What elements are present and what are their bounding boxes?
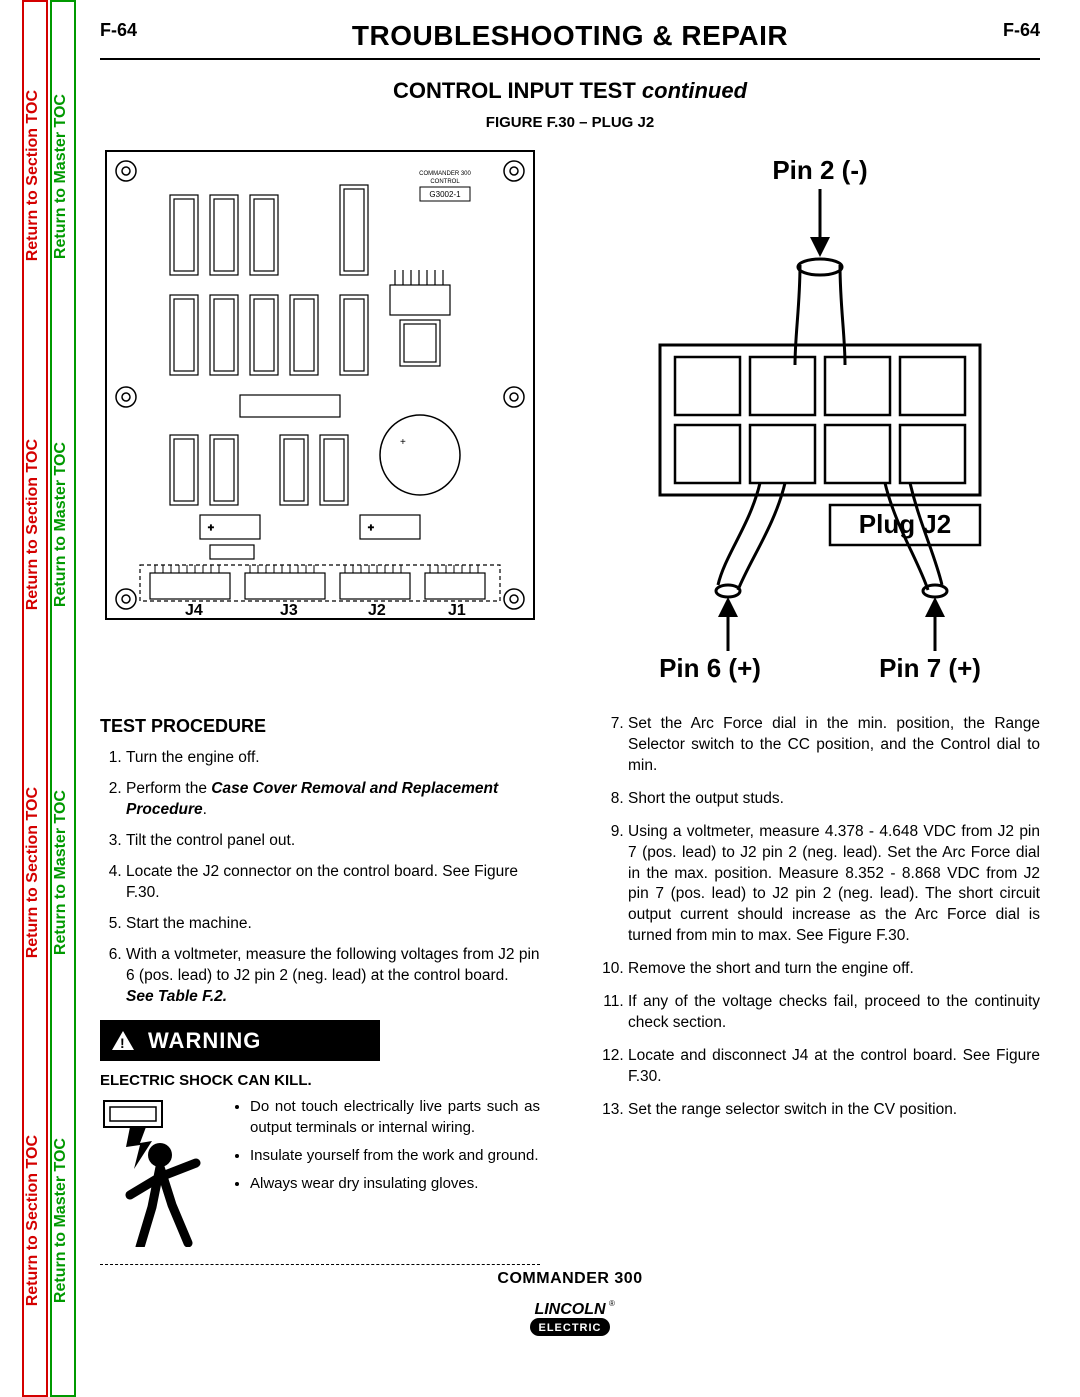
subtitle-main: CONTROL INPUT TEST <box>393 78 636 103</box>
svg-text:LINCOLN: LINCOLN <box>534 1301 606 1318</box>
step-13: Set the range selector switch in the CV … <box>628 1100 1040 1121</box>
return-master-toc-link[interactable]: Return to Master TOC <box>52 1138 74 1303</box>
side-navigation-tabs: Return to Section TOC Return to Section … <box>22 0 78 1397</box>
title-underline <box>100 58 1040 60</box>
page-content: F-64 TROUBLESHOOTING & REPAIR F-64 CONTR… <box>100 20 1040 1265</box>
return-section-toc-link[interactable]: Return to Section TOC <box>24 1135 46 1306</box>
pin6-label: Pin 6 (+) <box>659 653 761 683</box>
control-board-diagram: COMMANDER 300 CONTROL G3002-1 <box>100 145 540 690</box>
return-section-toc-link[interactable]: Return to Section TOC <box>24 787 46 958</box>
step-9: Using a voltmeter, measure 4.378 - 4.648… <box>628 822 1040 948</box>
svg-text:+: + <box>368 523 374 534</box>
shock-bullet-2: Insulate yourself from the work and grou… <box>250 1146 540 1166</box>
svg-text:+: + <box>400 437 406 448</box>
pin2-label: Pin 2 (-) <box>772 155 867 185</box>
page-footer: COMMANDER 300 LINCOLN ® ELECTRIC <box>100 1270 1040 1340</box>
step-11: If any of the voltage checks fail, proce… <box>628 992 1040 1034</box>
connector-j3: J3 <box>280 602 298 619</box>
footer-model: COMMANDER 300 <box>100 1270 1040 1288</box>
dashed-divider <box>100 1264 540 1265</box>
test-procedure-heading: TEST PROCEDURE <box>100 714 540 738</box>
main-title: TROUBLESHOOTING & REPAIR <box>352 20 788 52</box>
shock-bullet-1: Do not touch electrically live parts suc… <box>250 1097 540 1138</box>
step-8: Short the output studs. <box>628 789 1040 810</box>
return-section-toc-link[interactable]: Return to Section TOC <box>24 439 46 610</box>
return-section-toc-link[interactable]: Return to Section TOC <box>24 90 46 261</box>
return-master-toc-link[interactable]: Return to Master TOC <box>52 442 74 607</box>
right-column: Set the Arc Force dial in the min. posit… <box>600 714 1040 1265</box>
step-10: Remove the short and turn the engine off… <box>628 959 1040 980</box>
warning-triangle-icon <box>112 1031 134 1050</box>
section-toc-tab-column: Return to Section TOC Return to Section … <box>22 0 48 1397</box>
warning-label: WARNING <box>148 1026 261 1056</box>
subtitle: CONTROL INPUT TEST continued <box>100 78 1040 104</box>
connector-j4: J4 <box>185 602 203 619</box>
step-1: Turn the engine off. <box>126 748 540 769</box>
board-title-1: COMMANDER 300 <box>419 171 471 177</box>
step-4: Locate the J2 connector on the control b… <box>126 862 540 904</box>
shock-row: Do not touch electrically live parts suc… <box>100 1097 540 1254</box>
plug-j2-diagram: Pin 2 (-) <box>600 145 1040 690</box>
step-5: Start the machine. <box>126 914 540 935</box>
svg-text:®: ® <box>609 1299 615 1308</box>
left-column: TEST PROCEDURE Turn the engine off. Perf… <box>100 714 540 1265</box>
return-master-toc-link[interactable]: Return to Master TOC <box>52 94 74 259</box>
svg-text:ELECTRIC: ELECTRIC <box>539 1322 602 1334</box>
connector-j2: J2 <box>368 602 386 619</box>
electric-shock-icon <box>100 1097 220 1254</box>
step-7: Set the Arc Force dial in the min. posit… <box>628 714 1040 777</box>
page-number-right: F-64 <box>1003 20 1040 41</box>
board-title-2: CONTROL <box>430 179 460 185</box>
svg-text:+: + <box>208 523 214 534</box>
step-6: With a voltmeter, measure the following … <box>126 945 540 1008</box>
page-number-left: F-64 <box>100 20 137 41</box>
procedure-steps-7-13: Set the Arc Force dial in the min. posit… <box>600 714 1040 1121</box>
board-part-no: G3002-1 <box>429 190 461 199</box>
figure-caption: FIGURE F.30 – PLUG J2 <box>100 114 1040 131</box>
pin7-label: Pin 7 (+) <box>879 653 981 683</box>
warning-banner: WARNING <box>100 1020 380 1062</box>
lincoln-electric-logo: LINCOLN ® ELECTRIC <box>520 1296 620 1340</box>
step-2: Perform the Case Cover Removal and Repla… <box>126 779 540 821</box>
procedure-steps-1-6: Turn the engine off. Perform the Case Co… <box>100 748 540 1007</box>
master-toc-tab-column: Return to Master TOC Return to Master TO… <box>50 0 76 1397</box>
step-3: Tilt the control panel out. <box>126 831 540 852</box>
return-master-toc-link[interactable]: Return to Master TOC <box>52 790 74 955</box>
connector-j1: J1 <box>448 602 466 619</box>
subtitle-continued: continued <box>642 78 747 103</box>
page-header: F-64 TROUBLESHOOTING & REPAIR F-64 <box>100 20 1040 52</box>
shock-heading: ELECTRIC SHOCK CAN KILL. <box>100 1071 540 1091</box>
step-12: Locate and disconnect J4 at the control … <box>628 1046 1040 1088</box>
shock-bullet-3: Always wear dry insulating gloves. <box>250 1174 540 1194</box>
figures-row: COMMANDER 300 CONTROL G3002-1 <box>100 145 1040 690</box>
shock-bullets: Do not touch electrically live parts suc… <box>232 1097 540 1254</box>
text-columns: TEST PROCEDURE Turn the engine off. Perf… <box>100 714 1040 1265</box>
